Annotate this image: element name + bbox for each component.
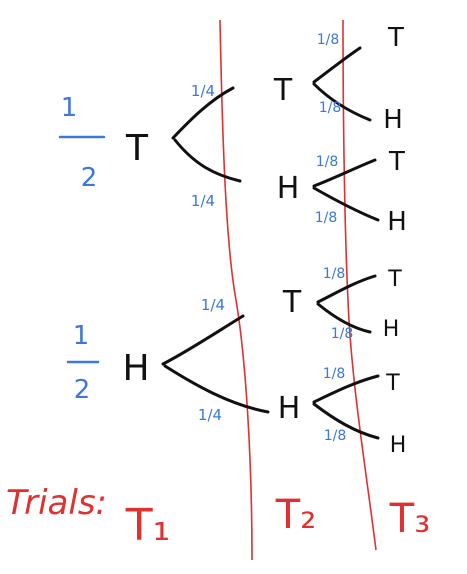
prob-upper-T: 1/4 — [191, 82, 215, 100]
trial-label-2: T₂ — [275, 492, 316, 538]
branch-TH-to-H — [312, 186, 380, 222]
prob-third-1: 1/8 — [317, 32, 340, 48]
prob-lower-H: 1/4 — [198, 406, 222, 424]
branch-HH-to-T — [312, 374, 380, 404]
outcome-third-6: H — [383, 317, 400, 342]
prob-lower-T: 1/4 — [201, 296, 225, 314]
outcome-third-8: H — [390, 433, 407, 458]
branch-T-to-T — [171, 86, 235, 140]
prob-upper-H: 1/4 — [191, 192, 215, 210]
outcome-third-7: T — [385, 371, 400, 396]
trial-label-1: T₁ — [125, 500, 171, 551]
prob-third-3: 1/8 — [316, 154, 339, 170]
prob-top-numerator: 1 — [61, 93, 78, 123]
divider-line-1 — [219, 19, 253, 561]
outcome-second-TT: T — [273, 73, 293, 108]
outcome-second-HT: T — [282, 285, 302, 320]
branch-HT-to-T — [316, 274, 377, 304]
prob-third-5: 1/8 — [323, 266, 346, 282]
outcome-second-HH: H — [278, 391, 301, 426]
outcome-third-2: H — [383, 105, 403, 135]
outcome-first-H: H — [122, 348, 149, 389]
branch-T-to-H — [173, 138, 242, 183]
branch-HH-to-H — [312, 402, 380, 440]
branch-H-to-T — [161, 314, 245, 366]
outcome-third-5: T — [387, 267, 402, 292]
trials-label: Trials: — [6, 483, 107, 523]
outcome-first-T: T — [125, 128, 149, 169]
outcome-second-TH: H — [277, 171, 300, 206]
branch-H-to-H — [163, 364, 270, 414]
trial-label-3: T₃ — [389, 496, 430, 542]
branch-TT-to-H — [312, 82, 372, 122]
outcome-third-3: T — [388, 147, 405, 177]
branch-HT-to-H — [316, 302, 372, 334]
prob-third-6: 1/8 — [331, 326, 354, 342]
prob-third-8: 1/8 — [324, 428, 347, 444]
outcome-third-1: T — [387, 23, 404, 53]
prob-top-denominator: 2 — [81, 163, 98, 193]
prob-bottom-numerator: 1 — [73, 321, 90, 351]
outcome-third-4: H — [387, 207, 407, 237]
prob-bottom-denominator: 2 — [74, 375, 91, 405]
branch-TT-to-T — [312, 46, 362, 84]
branch-TH-to-T — [312, 158, 377, 188]
divider-line-2 — [342, 19, 377, 551]
prob-third-2: 1/8 — [319, 100, 342, 116]
prob-third-4: 1/8 — [315, 210, 338, 226]
prob-third-7: 1/8 — [323, 366, 346, 382]
